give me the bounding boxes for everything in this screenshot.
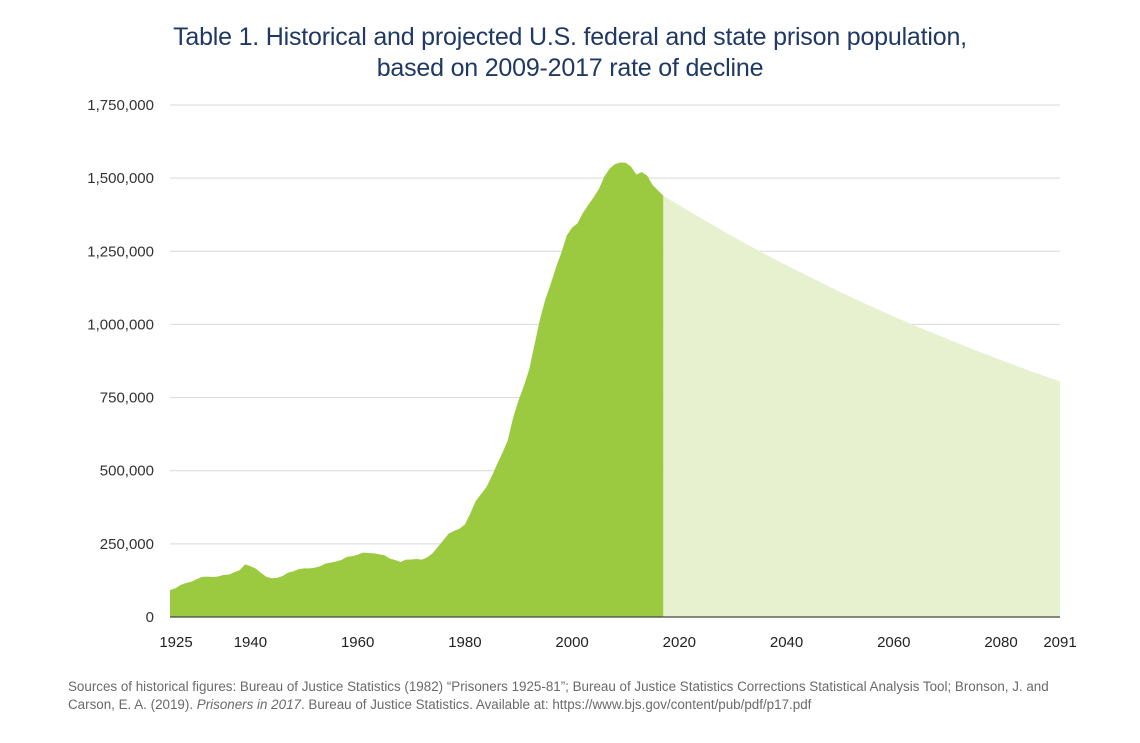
x-tick-label: 2040 (770, 634, 803, 651)
x-tick-label: 1940 (234, 634, 267, 651)
x-tick-label: 2080 (984, 634, 1017, 651)
y-tick-label: 500,000 (100, 463, 154, 480)
area-projected (663, 195, 1060, 617)
chart-title-line-2: based on 2009-2017 rate of decline (376, 54, 764, 82)
y-tick-label: 750,000 (100, 390, 154, 407)
x-tick-label: 2091 (1043, 634, 1076, 651)
x-tick-label: 2020 (663, 634, 696, 651)
x-tick-label: 2060 (877, 634, 910, 651)
y-tick-label: 250,000 (100, 536, 154, 553)
area-historical (170, 162, 664, 617)
x-tick-label: 1980 (448, 634, 481, 651)
sources-text-part-1: Sources of historical figures: Bureau of… (68, 679, 1049, 712)
y-tick-label: 0 (146, 609, 154, 626)
y-axis-ticks: 0 250,000 500,000 750,000 1,000,000 1,250,000… (87, 97, 154, 626)
y-tick-label: 1,750,000 (87, 97, 154, 114)
sources-italic-title: Prisoners in 2017 (196, 697, 301, 712)
sources-text-part-2: . Bureau of Justice Statistics. Availabl… (300, 697, 812, 712)
area-series (170, 162, 1060, 617)
sources-note: Sources of historical figures: Bureau of… (68, 678, 1080, 714)
y-tick-label: 1,250,000 (87, 243, 154, 260)
x-tick-label: 1925 (159, 634, 192, 651)
x-tick-label: 1960 (341, 634, 374, 651)
x-axis-ticks: 1925 1940 1960 1980 2000 2020 2040 2060 2080 2091 (159, 634, 1076, 651)
chart-title-line-1: Table 1. Historical and projected U.S. f… (173, 23, 967, 51)
y-tick-label: 1,500,000 (87, 170, 154, 187)
y-tick-label: 1,000,000 (87, 316, 154, 333)
x-tick-label: 2000 (555, 634, 588, 651)
chart-title: Table 1. Historical and projected U.S. f… (0, 22, 1140, 84)
